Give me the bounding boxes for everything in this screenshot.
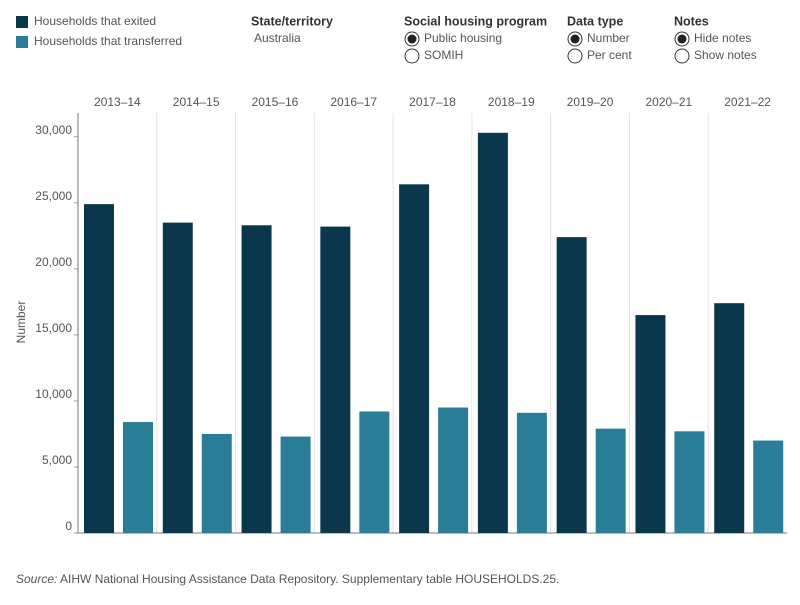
radio-dot[interactable] [570,34,580,44]
bar[interactable] [674,431,705,533]
y-tick-label: 30,000 [35,123,72,137]
radio-label[interactable]: SOMIH [424,48,463,62]
bar[interactable] [84,204,114,533]
control-title: Social housing program [404,14,547,28]
legend-swatch[interactable] [16,16,28,28]
bar[interactable] [399,184,430,534]
y-tick-label: 10,000 [35,387,72,401]
control-value[interactable]: Australia [254,31,301,45]
control-title: State/territory [251,14,333,28]
column-header: 2017–18 [409,95,456,109]
bar[interactable] [516,412,547,533]
y-tick-label: 15,000 [35,321,72,335]
control-title: Data type [567,14,623,28]
column-header: 2015–16 [252,95,299,109]
column-header: 2013–14 [94,95,141,109]
column-header: 2016–17 [330,95,377,109]
column-header: 2018–19 [488,95,535,109]
bar[interactable] [280,436,311,533]
bar[interactable] [320,226,351,533]
source-text: AIHW National Housing Assistance Data Re… [60,572,559,586]
y-tick-label: 5,000 [42,453,72,467]
radio-label[interactable]: Public housing [424,31,502,45]
bar[interactable] [595,428,626,533]
bar[interactable] [556,237,587,533]
column-header: 2014–15 [173,95,220,109]
radio-label[interactable]: Hide notes [694,31,751,45]
radio-dot[interactable] [677,34,687,44]
column-header: 2019–20 [567,95,614,109]
y-axis-label: Number [14,301,28,344]
control-title: Notes [674,14,709,28]
y-tick-label: 25,000 [35,189,72,203]
bar[interactable] [477,132,508,533]
radio-button[interactable] [404,48,420,64]
bar[interactable] [753,440,784,533]
bar[interactable] [714,303,745,533]
bar[interactable] [241,225,272,533]
radio-button[interactable] [567,48,583,64]
legend-swatch[interactable] [16,36,28,48]
bar[interactable] [162,222,193,534]
y-tick-label: 0 [65,519,72,533]
bar[interactable] [123,422,153,533]
radio-label[interactable]: Show notes [694,48,757,62]
bar[interactable] [438,407,469,533]
y-tick-label: 20,000 [35,255,72,269]
legend-label[interactable]: Households that exited [34,14,156,28]
bar[interactable] [635,315,666,533]
column-header: 2020–21 [645,95,692,109]
radio-label[interactable]: Per cent [587,48,632,62]
column-header: 2021–22 [724,95,771,109]
radio-dot[interactable] [407,34,417,44]
source: Source: AIHW National Housing Assistance… [16,572,559,586]
bar[interactable] [201,433,232,533]
bar[interactable] [359,411,390,533]
radio-label[interactable]: Number [587,31,630,45]
legend-label[interactable]: Households that transferred [34,34,182,48]
radio-button[interactable] [674,48,690,64]
source-label: Source: [16,572,57,586]
